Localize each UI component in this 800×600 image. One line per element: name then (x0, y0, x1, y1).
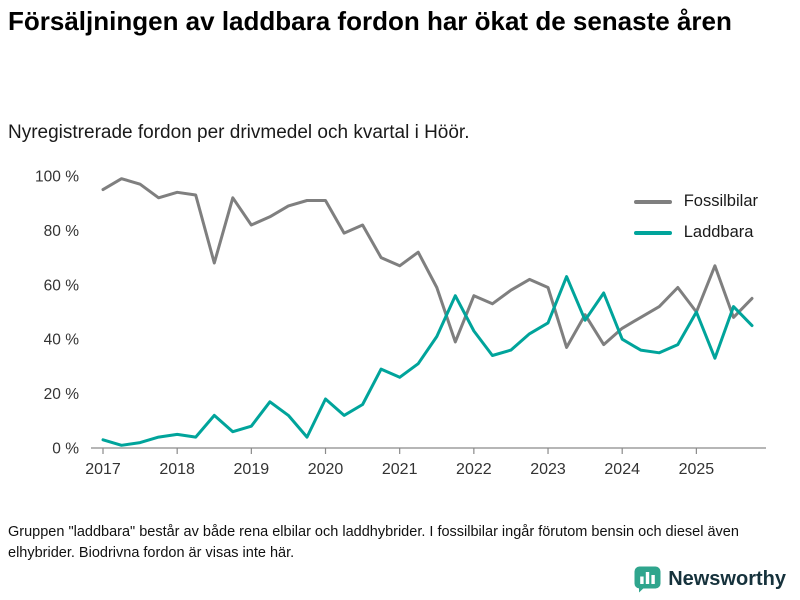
y-axis-tick-label: 20 % (44, 386, 80, 403)
chart-canvas: 0 % 20 % 40 % 60 % 80 % 100 % 2017 2018 2019 2020… (35, 169, 766, 478)
y-axis-tick-label: 80 % (44, 223, 80, 240)
chart-footnote: Gruppen "laddbara" består av både rena e… (8, 524, 739, 561)
chart-area: 0 % 20 % 40 % 60 % 80 % 100 % 2017 2018 2019 2020… (0, 158, 800, 488)
chart-legend: Fossilbilar Laddbara (633, 192, 758, 242)
series-line-fossilbilar (101, 177, 754, 349)
legend-item-laddbara: Laddbara (633, 223, 758, 242)
legend-item-fossilbilar: Fossilbilar (633, 192, 758, 211)
x-axis-tick-label: 2019 (234, 461, 270, 478)
legend-swatch-fossilbilar (633, 199, 672, 204)
legend-label-laddbara: Laddbara (683, 223, 754, 241)
y-axis-tick-label: 100 % (35, 169, 79, 186)
x-axis-tick-label: 2021 (382, 461, 418, 478)
newsworthy-brand[interactable]: Newsworthy (634, 566, 786, 593)
chart-title: Försäljningen av laddbara fordon har öka… (8, 6, 732, 36)
x-axis-tick-label: 2023 (530, 461, 566, 478)
x-axis-tick-label: 2017 (85, 461, 121, 478)
y-axis-tick-label: 40 % (44, 332, 80, 349)
y-axis-tick-label: 60 % (44, 277, 80, 294)
series-line-laddbara (101, 275, 754, 447)
newsworthy-wordmark: Newsworthy (668, 568, 786, 590)
legend-label-fossilbilar: Fossilbilar (683, 192, 758, 210)
x-axis-tick-label: 2024 (604, 461, 640, 478)
newsworthy-logo-icon (634, 566, 661, 593)
x-axis-tick-label: 2022 (456, 461, 492, 478)
x-axis-tick-label: 2020 (308, 461, 344, 478)
x-axis-tick-label: 2018 (159, 461, 195, 478)
y-axis-tick-label: 0 % (52, 441, 79, 458)
x-axis-tick-label: 2025 (679, 461, 715, 478)
chart-subtitle: Nyregistrerade fordon per drivmedel och … (8, 122, 470, 143)
legend-swatch-laddbara (633, 230, 672, 235)
